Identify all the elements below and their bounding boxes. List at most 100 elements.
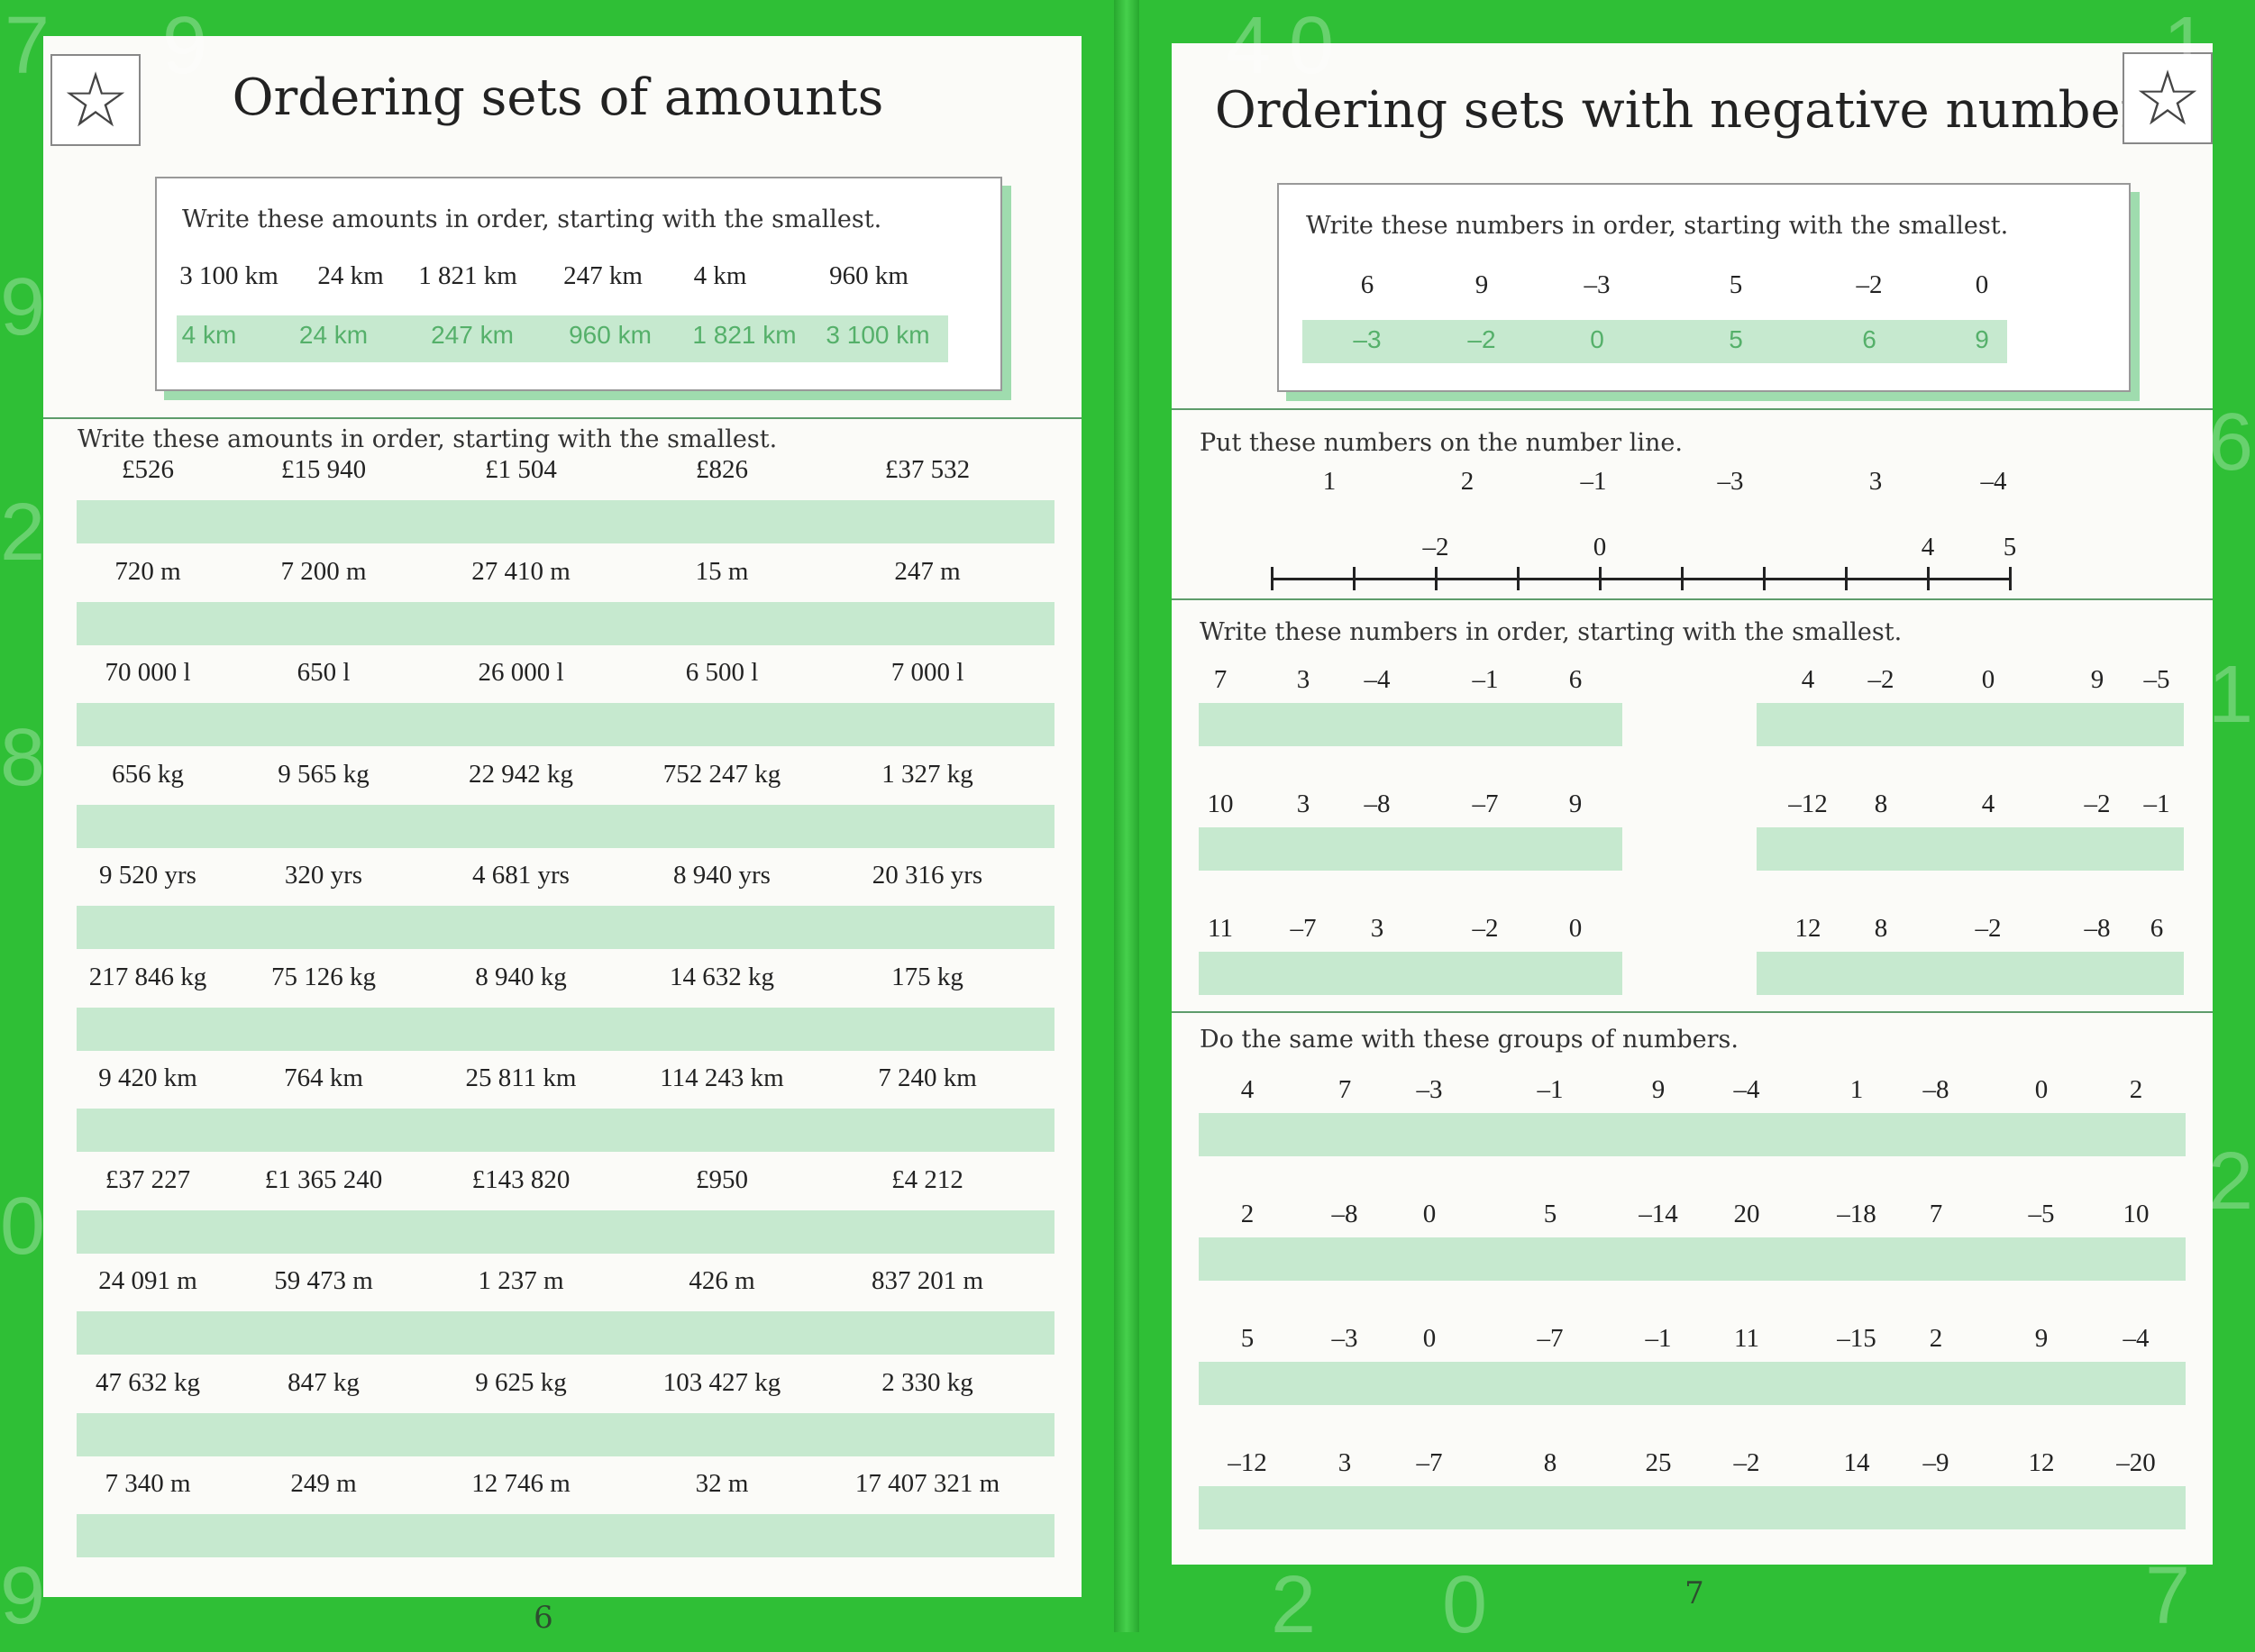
- decorative-digit: 7: [5, 1, 50, 91]
- group-number: 9: [1651, 1075, 1666, 1104]
- group-number: 8: [1874, 789, 1888, 818]
- group-number: –2: [1867, 665, 1894, 694]
- example-value: –2: [1856, 270, 1883, 299]
- amount-value: £526: [122, 455, 174, 484]
- amount-value: 17 407 321 m: [854, 1469, 1000, 1498]
- group-number: –1: [2143, 789, 2170, 818]
- amount-value: £4 212: [891, 1164, 963, 1194]
- answer-bar[interactable]: [77, 1209, 1054, 1254]
- answer-bar[interactable]: [1199, 703, 1622, 746]
- amount-value: 9 420 km: [98, 1063, 197, 1092]
- number-to-place: 2: [1460, 467, 1474, 496]
- example-answer: 5: [1729, 325, 1743, 353]
- answer-bar[interactable]: [77, 601, 1054, 645]
- example-value: 9: [1474, 270, 1489, 299]
- answer-bar[interactable]: [1199, 1486, 2186, 1529]
- ten-groups-instruction: Do the same with these groups of numbers…: [1200, 1026, 1739, 1054]
- number-to-place: –1: [1580, 467, 1607, 496]
- exercise-instruction: Write these amounts in order, starting w…: [78, 425, 778, 453]
- group-number: –1: [1472, 665, 1499, 694]
- example-answer: 6: [1862, 325, 1876, 353]
- example-instruction: Write these amounts in order, starting w…: [182, 205, 882, 233]
- answer-bar[interactable]: [77, 1007, 1054, 1051]
- answer-bar[interactable]: [77, 804, 1054, 848]
- answer-bar[interactable]: [1757, 827, 2184, 871]
- number-line-tick: [1599, 567, 1602, 590]
- number-line-tick: [1353, 567, 1356, 590]
- number-line-instruction: Put these numbers on the number line.: [1200, 429, 1683, 457]
- group-number: 10: [2123, 1200, 2150, 1228]
- answer-bar[interactable]: [1757, 952, 2184, 995]
- answer-bar[interactable]: [1199, 1237, 2186, 1281]
- answer-bar[interactable]: [1199, 1362, 2186, 1405]
- group-number: 0: [1422, 1324, 1437, 1353]
- group-number: –9: [1922, 1448, 1949, 1477]
- group-number: –4: [1364, 665, 1391, 694]
- group-number: –2: [1975, 914, 2002, 943]
- answer-bar[interactable]: [77, 500, 1054, 543]
- divider: [1172, 598, 2213, 600]
- decorative-digit: 9: [0, 1551, 46, 1641]
- group-number: 2: [1240, 1200, 1255, 1228]
- decorative-digit: 2: [2208, 1136, 2254, 1227]
- group-number: 4: [1981, 789, 1995, 818]
- group-number: –3: [1416, 1075, 1443, 1104]
- group-number: 20: [1733, 1200, 1760, 1228]
- answer-bar[interactable]: [77, 1514, 1054, 1557]
- example-value: 24 km: [317, 261, 384, 290]
- group-number: –2: [1733, 1448, 1760, 1477]
- group-number: –15: [1837, 1324, 1876, 1353]
- group-number: 10: [1207, 789, 1234, 818]
- answer-bar[interactable]: [1199, 827, 1622, 871]
- group-number: 0: [1568, 914, 1583, 943]
- example-value: 6: [1360, 270, 1374, 299]
- answer-bar[interactable]: [77, 1412, 1054, 1456]
- group-number: –4: [1733, 1075, 1760, 1104]
- example-answer: 0: [1590, 325, 1604, 353]
- right-page: Ordering sets with negative numbers ☆ Wr…: [1172, 43, 2213, 1611]
- answer-bar[interactable]: [1199, 952, 1622, 995]
- group-number: –5: [2028, 1200, 2055, 1228]
- number-line-tick: [1271, 567, 1274, 590]
- example-value: 247 km: [563, 261, 643, 290]
- amount-value: £15 940: [280, 455, 367, 484]
- answer-bar[interactable]: [1199, 1113, 2186, 1156]
- five-groups-instruction: Write these numbers in order, starting w…: [1200, 618, 1903, 646]
- group-number: –7: [1537, 1324, 1564, 1353]
- example-box: Write these amounts in order, starting w…: [155, 177, 1002, 391]
- amount-value: 247 m: [894, 556, 961, 586]
- amount-value: 175 kg: [891, 962, 963, 991]
- answer-bar[interactable]: [77, 703, 1054, 746]
- group-number: 25: [1645, 1448, 1672, 1477]
- answer-bar[interactable]: [77, 1311, 1054, 1355]
- group-number: 7: [1213, 665, 1228, 694]
- amount-value: 22 942 kg: [469, 759, 573, 789]
- group-number: 2: [1929, 1324, 1943, 1353]
- amount-value: 70 000 l: [105, 658, 191, 687]
- group-number: 9: [2090, 665, 2104, 694]
- page-number: 6: [534, 1600, 553, 1636]
- answer-bar[interactable]: [77, 1109, 1054, 1152]
- number-line: [1272, 578, 2010, 580]
- page-title: Ordering sets of amounts: [232, 68, 884, 127]
- amount-value: 47 632 kg: [96, 1367, 200, 1397]
- group-number: 0: [2034, 1075, 2049, 1104]
- amount-value: 320 yrs: [284, 861, 363, 890]
- group-number: 12: [2028, 1448, 2055, 1477]
- number-line-tick: [1845, 567, 1848, 590]
- group-number: 4: [1240, 1075, 1255, 1104]
- number-line-label: 0: [1593, 533, 1607, 561]
- answer-bar[interactable]: [77, 906, 1054, 949]
- amount-value: 32 m: [695, 1469, 749, 1498]
- answer-bar[interactable]: [1757, 703, 2184, 746]
- book-spine: [1114, 0, 1139, 1632]
- group-number: –2: [1472, 914, 1499, 943]
- example-answer: 9: [1975, 325, 1989, 353]
- decorative-digit: 9: [0, 262, 46, 352]
- number-line-label: –2: [1422, 533, 1449, 561]
- amount-value: 27 410 m: [471, 556, 571, 586]
- group-number: –8: [1331, 1200, 1358, 1228]
- group-number: 3: [1337, 1448, 1352, 1477]
- amount-value: 26 000 l: [478, 658, 564, 687]
- group-number: 12: [1794, 914, 1821, 943]
